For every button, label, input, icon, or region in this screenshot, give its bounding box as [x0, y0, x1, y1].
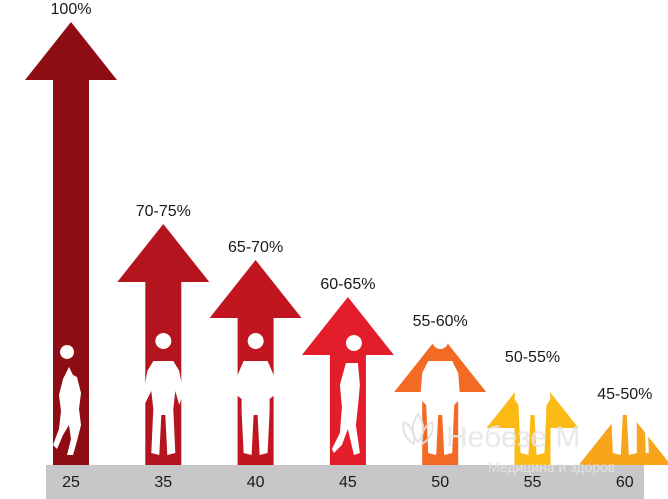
- arrow-bar: 45-50%: [578, 335, 668, 465]
- data-label: 60-65%: [320, 276, 375, 293]
- bars-layer: 100% 70-75% 65-70% 60-65% 55-60% 50-55% 45-50%: [25, 1, 668, 465]
- arrow-bar: 50-55%: [486, 335, 579, 465]
- watermark-tagline: Медицина и здоров: [488, 459, 615, 475]
- elderly-man-with-cane-icon: [606, 335, 649, 455]
- arrow-bar: 65-70%: [209, 239, 302, 465]
- data-label: 55-60%: [413, 313, 468, 330]
- watermark-brand: Небезе М: [446, 421, 580, 454]
- arrow-bar: 70-75%: [117, 203, 210, 465]
- basketball-player-icon: [53, 345, 81, 455]
- ticks-layer: 25 35 40 45 50 55 60: [62, 474, 634, 491]
- data-label: 70-75%: [136, 203, 191, 220]
- arrow-bar: 55-60%: [394, 313, 487, 465]
- man-hands-on-hips-icon: [231, 333, 280, 455]
- standing-man-icon: [143, 333, 184, 455]
- bar-arrow: [578, 407, 668, 465]
- x-tick-label: 60: [616, 474, 634, 491]
- data-label: 100%: [51, 1, 92, 18]
- x-tick-label: 40: [247, 474, 265, 491]
- x-tick-label: 25: [62, 474, 80, 491]
- data-label: 65-70%: [228, 239, 283, 256]
- x-axis-band: [46, 465, 644, 499]
- bar-arrow: [486, 370, 579, 465]
- man-hands-in-pockets-icon: [420, 333, 461, 455]
- x-tick-label: 55: [524, 474, 542, 491]
- man-hunched-icon: [331, 335, 362, 455]
- x-tick-label: 35: [154, 474, 172, 491]
- x-tick-label: 50: [431, 474, 449, 491]
- bar-arrow: [25, 22, 117, 465]
- arrow-bar: 60-65%: [301, 276, 394, 465]
- watermark: Небезе М Медицина и здоров: [402, 412, 615, 475]
- x-tick-label: 45: [339, 474, 357, 491]
- data-label: 50-55%: [505, 349, 560, 366]
- watermark-logo-icon: [402, 412, 434, 446]
- data-label: 45-50%: [597, 386, 652, 403]
- elderly-man-icon: [514, 335, 551, 455]
- arrow-bar: 100%: [25, 1, 117, 465]
